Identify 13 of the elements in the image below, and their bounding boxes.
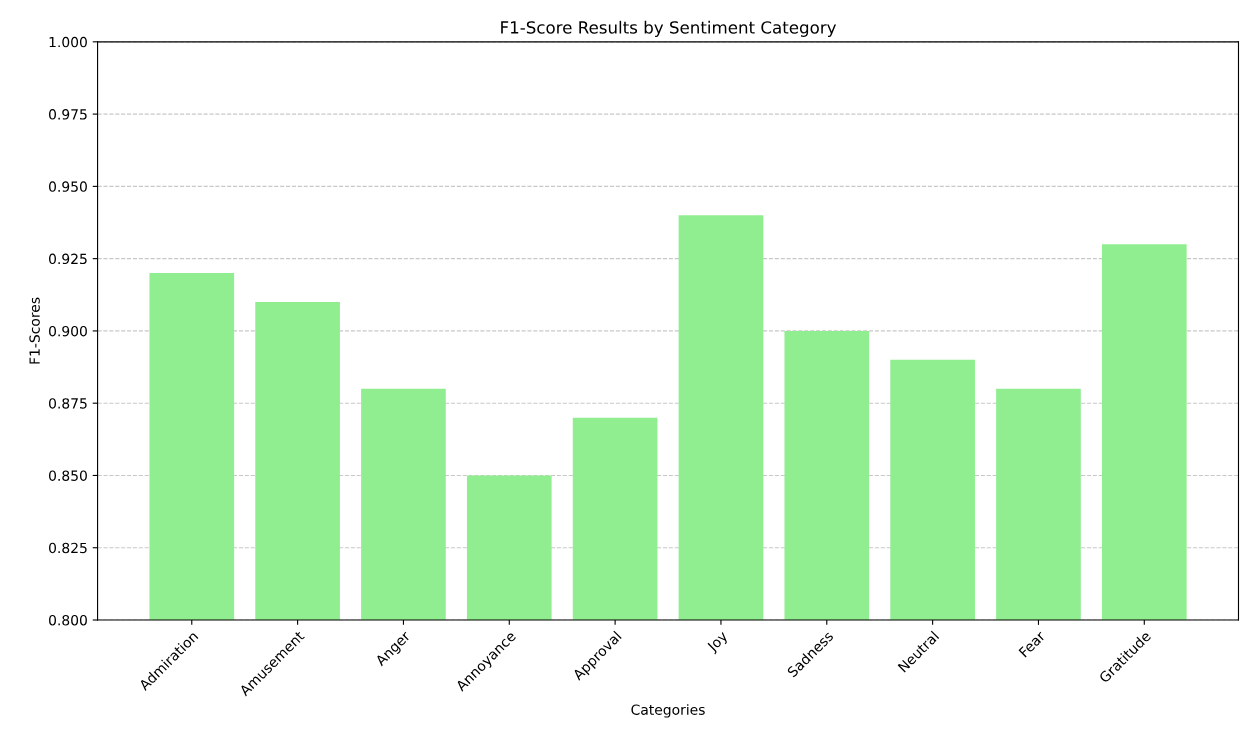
y-tick-label: 0.975	[49, 109, 87, 120]
y-tick-label: 0.875	[49, 398, 87, 409]
y-tick-label: 0.850	[49, 470, 87, 481]
y-tick-label: 0.950	[49, 181, 87, 192]
y-tick-label: 0.800	[49, 614, 87, 626]
y-tick-label: 1.000	[49, 36, 87, 48]
y-tick-label: 0.925	[49, 253, 87, 265]
y-tick-label: 0.825	[49, 542, 87, 554]
y-tick-label: 0.900	[49, 325, 87, 337]
y-axis-title: F1-Scores	[29, 297, 40, 364]
chart-title: F1-Score Results by Sentiment Category	[501, 20, 837, 37]
x-tick-label: Joy	[706, 630, 731, 655]
x-axis-title: Categories	[631, 704, 705, 718]
